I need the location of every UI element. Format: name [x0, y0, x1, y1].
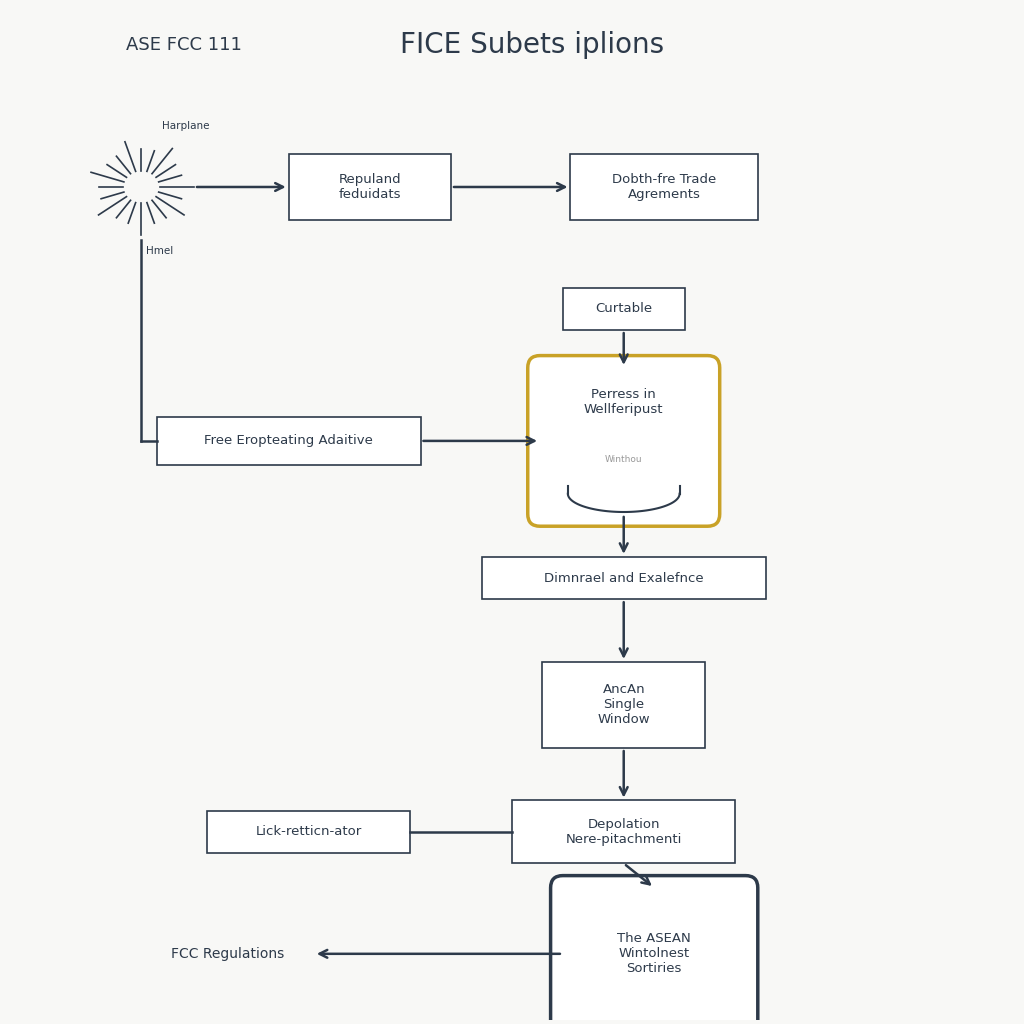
Text: Depolation
Nere-pitachmenti: Depolation Nere-pitachmenti [565, 818, 682, 846]
Text: AncAn
Single
Window: AncAn Single Window [597, 683, 650, 726]
FancyBboxPatch shape [551, 876, 758, 1024]
Bar [481, 557, 766, 599]
Bar [570, 154, 759, 220]
Text: Harplane: Harplane [162, 121, 209, 131]
Text: FICE Subets iplions: FICE Subets iplions [400, 31, 665, 58]
Bar [157, 417, 421, 465]
Text: ASE FCC 111: ASE FCC 111 [126, 36, 242, 54]
Text: Dobth-fre Trade
Agrements: Dobth-fre Trade Agrements [612, 173, 717, 201]
Bar [543, 662, 705, 749]
Text: Repuland
feduidats: Repuland feduidats [339, 173, 401, 201]
Bar [563, 288, 685, 330]
Text: Curtable: Curtable [595, 302, 652, 315]
Text: Lick-retticn-ator: Lick-retticn-ator [256, 825, 362, 839]
Text: Dimnrael and Exalefnce: Dimnrael and Exalefnce [544, 571, 703, 585]
Text: Winthou: Winthou [605, 455, 642, 464]
Text: FCC Regulations: FCC Regulations [171, 947, 285, 961]
Text: The ASEAN
Wintolnest
Sortiries: The ASEAN Wintolnest Sortiries [617, 932, 691, 975]
FancyBboxPatch shape [527, 355, 720, 526]
Text: Free Eropteating Adaitive: Free Eropteating Adaitive [204, 434, 373, 447]
Bar [512, 801, 735, 863]
Bar [289, 154, 451, 220]
Bar [207, 811, 411, 853]
Text: Hmel: Hmel [146, 246, 174, 256]
Text: Perress in
Wellferipust: Perress in Wellferipust [584, 388, 664, 417]
